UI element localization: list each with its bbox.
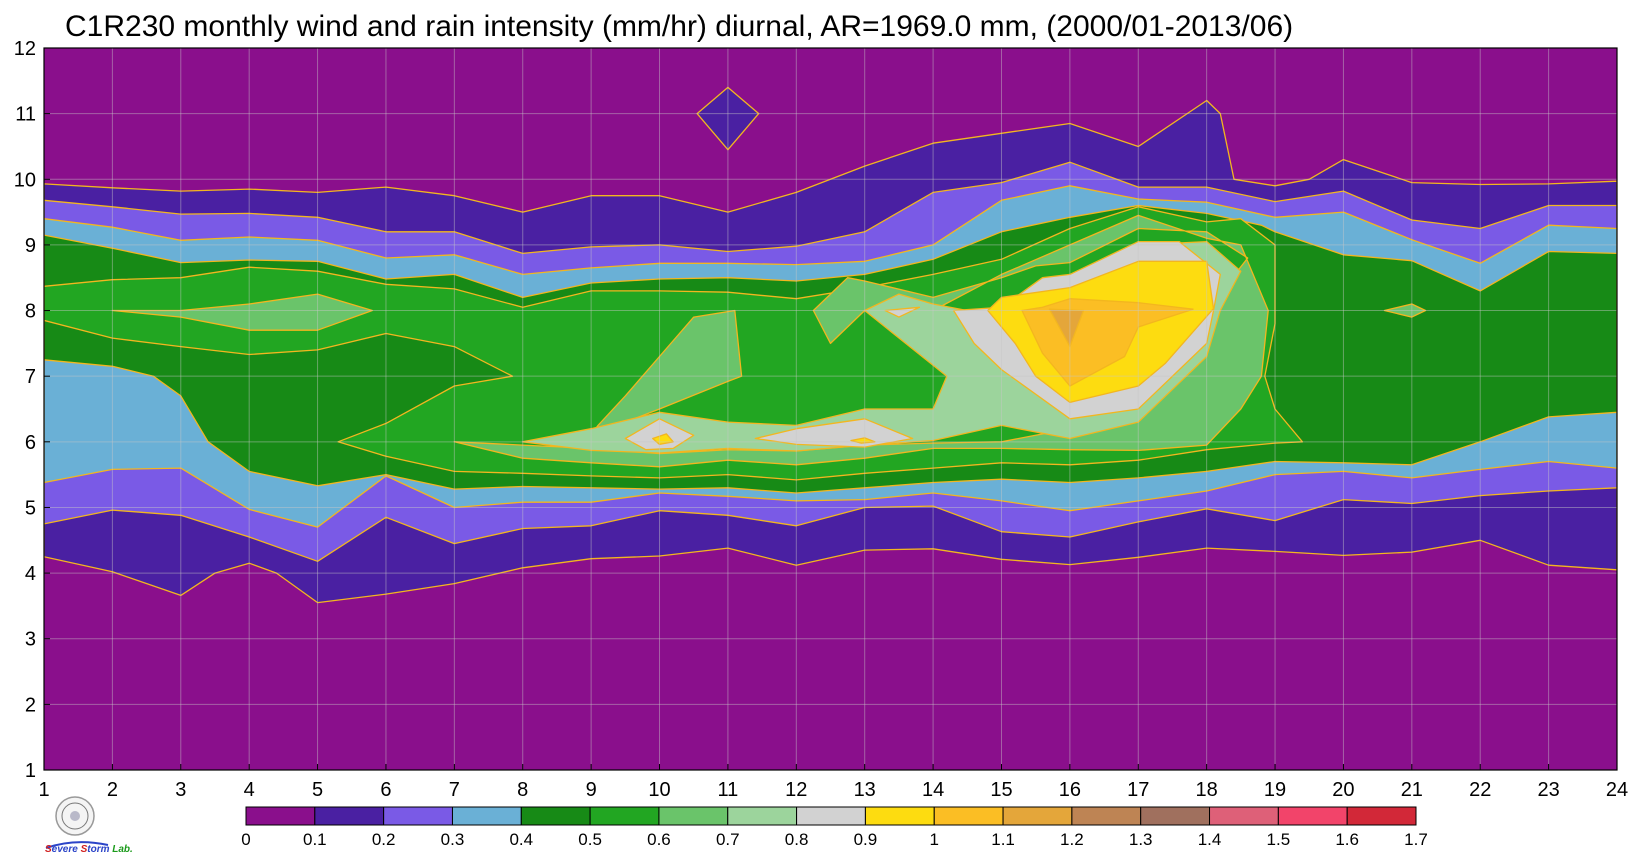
y-tick-label: 7	[25, 366, 36, 388]
contour-bands	[44, 86, 1617, 604]
colorbar-swatch	[383, 806, 453, 826]
colorbar-label: 0	[241, 830, 250, 849]
logo-seal-center	[70, 811, 80, 821]
contour-band-0.8	[884, 306, 921, 318]
y-tick-label: 3	[25, 629, 36, 651]
x-tick-label: 14	[922, 779, 944, 801]
contour-band-0.1	[696, 86, 760, 151]
colorbar-label: 0.7	[716, 830, 740, 849]
colorbar: 0 0.1 0.2 0.3 0.4 0.5 0.6 0.7 0.8 0.9 1 1.1 1.2 1.3 1.…	[241, 806, 1428, 849]
y-tick-label: 9	[25, 235, 36, 257]
x-tick-label: 18	[1196, 779, 1218, 801]
logo-seal-inner	[61, 802, 89, 830]
contour-band-0.8	[624, 418, 695, 451]
contour-band-0.6	[453, 214, 1269, 468]
colorbar-swatch	[1277, 806, 1348, 826]
y-tick-label: 12	[14, 38, 36, 60]
x-tick-label: 5	[312, 779, 323, 801]
colorbar-label: 1.6	[1335, 830, 1359, 849]
contour-band-0.6	[111, 293, 373, 331]
colorbar-label: 0.6	[647, 830, 671, 849]
contour-band-0.9	[652, 433, 674, 446]
x-tick-label: 8	[517, 779, 528, 801]
colorbar-label: 1.3	[1129, 830, 1153, 849]
colorbar-swatch	[796, 806, 866, 826]
x-tick-label: 13	[854, 779, 876, 801]
colorbar-label: 1.5	[1267, 830, 1291, 849]
y-tick-label: 1	[25, 760, 36, 782]
colorbar-label: 0.1	[303, 830, 327, 849]
colorbar-swatch	[1002, 806, 1073, 826]
y-tick-label: 6	[25, 432, 36, 454]
colorbar-label: 0.9	[854, 830, 878, 849]
colorbar-swatch	[314, 806, 385, 826]
colorbar-label: 0.2	[372, 830, 396, 849]
colorbar-swatch	[1209, 806, 1279, 826]
colorbar-label: 0.5	[578, 830, 602, 849]
x-tick-label: 17	[1127, 779, 1149, 801]
x-tick-label: 11	[718, 779, 739, 801]
colorbar-label: 0.3	[441, 830, 465, 849]
colorbar-label: 1.7	[1404, 830, 1428, 849]
x-tick-label: 24	[1606, 779, 1628, 801]
colorbar-swatch	[1346, 806, 1417, 826]
x-tick-label: 3	[175, 779, 186, 801]
colorbar-swatch	[245, 806, 316, 826]
y-tick-label: 4	[25, 563, 36, 585]
colorbar-label: 0.8	[785, 830, 809, 849]
colorbar-label: 1.2	[1060, 830, 1084, 849]
colorbar-swatch	[520, 806, 591, 826]
x-tick-label: 1	[38, 779, 49, 801]
x-tick-label: 7	[449, 779, 460, 801]
x-tick-label: 22	[1469, 779, 1491, 801]
colorbar-label: 1	[930, 830, 939, 849]
contour-band-0.8	[754, 418, 914, 448]
x-tick-label: 12	[785, 779, 807, 801]
colorbar-label: 1.4	[1198, 830, 1222, 849]
colorbar-swatch	[589, 806, 660, 826]
x-tick-label: 10	[648, 779, 670, 801]
colorbar-swatch	[933, 806, 1004, 826]
x-tick-label: 4	[244, 779, 255, 801]
colorbar-swatch	[451, 806, 522, 826]
y-tick-label: 2	[25, 694, 36, 716]
logo-wordmark: Severe Storm Lab.	[45, 844, 133, 855]
colorbar-swatch	[864, 806, 935, 826]
y-tick-label: 8	[25, 301, 36, 323]
x-tick-label: 23	[1537, 779, 1559, 801]
colorbar-label: 1.1	[991, 830, 1015, 849]
x-tick-label: 9	[586, 779, 597, 801]
plot-frame	[43, 47, 1618, 771]
x-tick-label: 16	[1059, 779, 1081, 801]
x-tick-label: 6	[380, 779, 391, 801]
x-axis: 1 2 3 4 5 6 7 8 9 10 11 12 13 14 15 16 17 18 19 20 21 22 23 24	[38, 764, 1628, 801]
x-tick-label: 19	[1264, 779, 1286, 801]
contour-band-1.1	[1048, 308, 1085, 348]
chart-title: C1R230 monthly wind and rain intensity (…	[65, 10, 1293, 43]
colorbar-label: 0.4	[509, 830, 533, 849]
contour-band-0.6	[1383, 303, 1427, 318]
y-tick-label: 5	[25, 497, 36, 519]
y-tick-label: 10	[14, 169, 36, 191]
lab-logo: Severe Storm Lab.	[45, 796, 133, 855]
contour-band-0.6	[590, 309, 743, 436]
x-tick-label: 20	[1332, 779, 1354, 801]
y-tick-label: 11	[15, 104, 36, 126]
x-tick-label: 15	[990, 779, 1012, 801]
contour-band-0.9	[850, 437, 876, 444]
plot-area	[43, 47, 1618, 771]
logo-swoosh	[45, 841, 109, 849]
colorbar-swatch	[727, 806, 798, 826]
colorbar-swatch	[1071, 806, 1142, 826]
colorbar-swatch	[658, 806, 729, 826]
x-tick-label: 2	[107, 779, 118, 801]
x-tick-label: 21	[1401, 779, 1423, 801]
colorbar-swatch	[1140, 806, 1211, 826]
gridlines	[44, 48, 1617, 770]
